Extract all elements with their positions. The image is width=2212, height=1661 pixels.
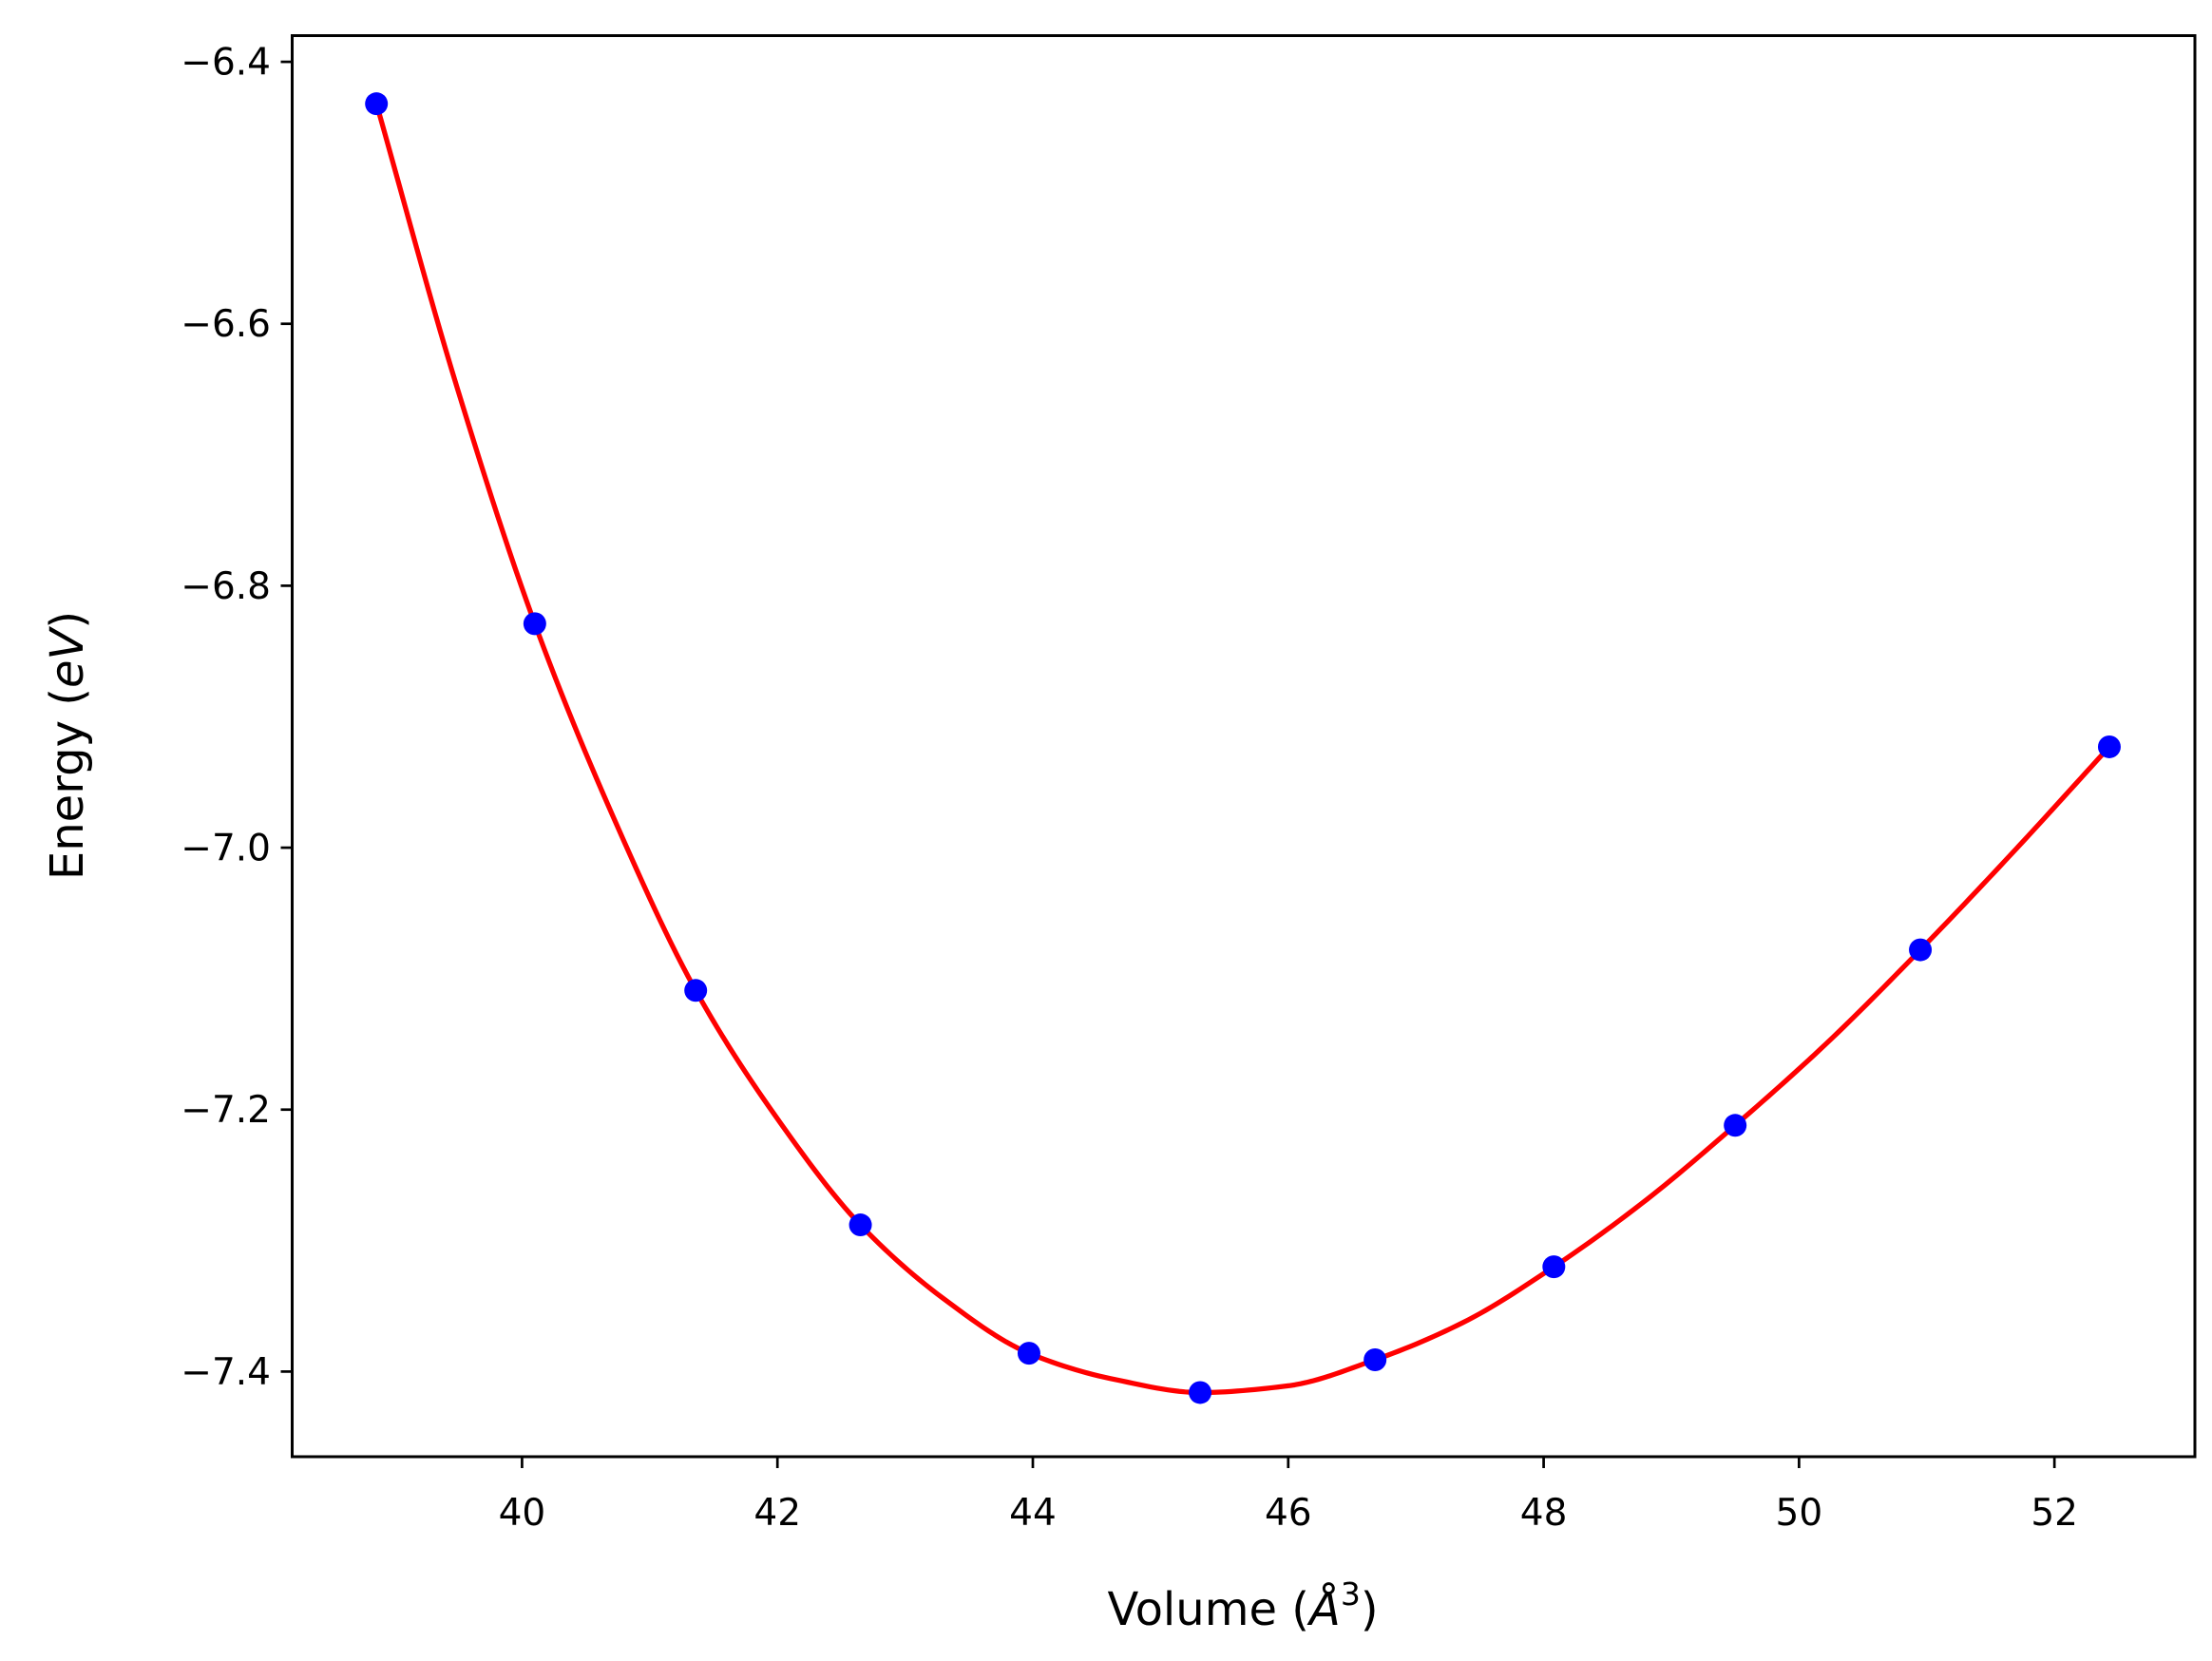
x-tick-label: 46 xyxy=(1265,1492,1312,1535)
x-tick-label: 40 xyxy=(499,1492,546,1535)
x-axis-unit-letter: Å xyxy=(1306,1582,1341,1636)
x-axis-label-text: Volume xyxy=(1107,1583,1277,1636)
data-point xyxy=(365,92,389,116)
x-tick-label: 52 xyxy=(2031,1492,2078,1535)
fit-curve-line xyxy=(373,101,2112,1396)
data-point xyxy=(1189,1381,1212,1404)
y-axis-label: Energy (eV) xyxy=(41,611,94,880)
x-tick-label: 44 xyxy=(1009,1492,1057,1535)
data-point xyxy=(849,1213,872,1237)
data-point xyxy=(1363,1348,1387,1371)
y-axis-ticks: −6.4 −6.6 −6.8 −7.0 −7.2 −7.4 xyxy=(181,42,293,1394)
x-tick-label: 50 xyxy=(1776,1492,1823,1535)
data-point xyxy=(1724,1114,1747,1137)
x-axis-unit-power: 3 xyxy=(1341,1575,1361,1613)
data-point xyxy=(1017,1342,1040,1365)
data-point xyxy=(523,612,546,636)
fit-curve-layer xyxy=(373,101,2112,1396)
x-axis-ticks: 40 42 44 46 48 50 52 xyxy=(499,1457,2078,1535)
y-tick-label: −7.2 xyxy=(181,1089,271,1132)
y-tick-label: −6.8 xyxy=(181,565,271,608)
data-point xyxy=(2097,735,2121,758)
data-point xyxy=(1542,1255,1566,1279)
data-point xyxy=(684,979,708,1002)
x-tick-label: 42 xyxy=(753,1492,801,1535)
y-tick-label: −7.0 xyxy=(181,828,271,870)
y-tick-label: −6.4 xyxy=(181,42,271,85)
y-axis-label-text: Energy xyxy=(41,720,94,880)
y-tick-label: −6.6 xyxy=(181,303,271,346)
x-tick-label: 48 xyxy=(1520,1492,1568,1535)
y-tick-label: −7.4 xyxy=(181,1351,271,1394)
data-points-layer xyxy=(365,92,2121,1404)
data-point xyxy=(1909,938,1933,962)
y-axis-unit: eV xyxy=(41,626,94,689)
plot-area-frame xyxy=(291,34,2197,1459)
x-axis-label: Volume (Å3) xyxy=(1107,1575,1378,1636)
